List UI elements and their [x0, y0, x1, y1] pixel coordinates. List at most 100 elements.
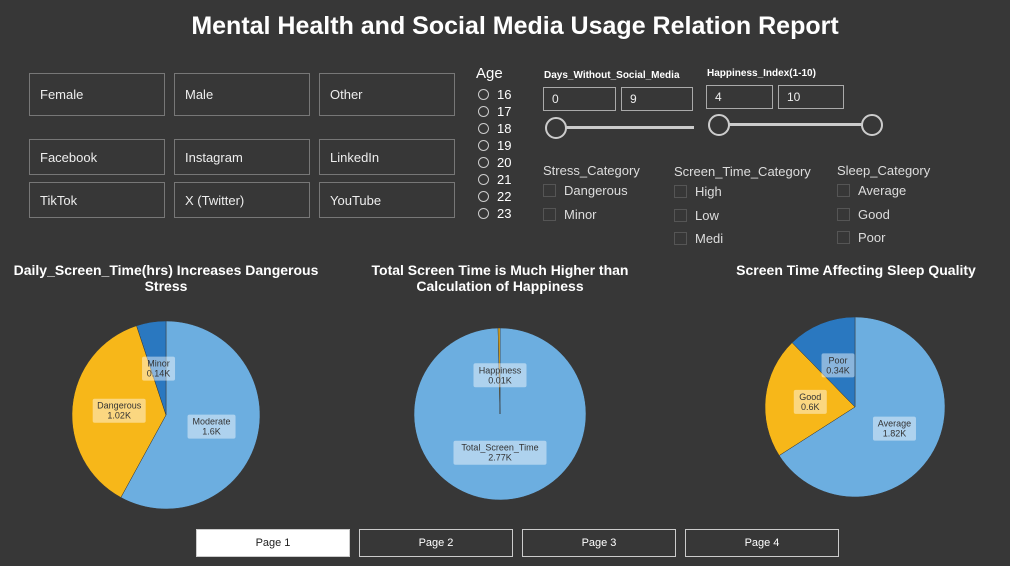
pie-slice-good[interactable]	[764, 342, 856, 456]
option-label: Average	[858, 183, 907, 198]
sleep-label: Sleep_Category	[837, 163, 931, 178]
data-label-bg	[793, 389, 827, 414]
data-label-bg	[821, 353, 855, 378]
age-option-17[interactable]: 17	[478, 104, 511, 119]
platform-instagram[interactable]: Instagram	[174, 139, 310, 175]
happiness-label: Happiness_Index(1-10)	[707, 68, 816, 79]
age-option-23[interactable]: 23	[478, 206, 511, 221]
platform-linkedin[interactable]: LinkedIn	[319, 139, 455, 175]
happiness-slider-max-handle[interactable]	[861, 114, 883, 136]
data-label-category: Minor	[147, 359, 170, 369]
chart-title-sleep: Screen Time Affecting Sleep Quality	[736, 262, 976, 278]
gender-male[interactable]: Male	[174, 73, 310, 116]
pie-slice-dangerous[interactable]	[71, 325, 167, 498]
page-title: Mental Health and Social Media Usage Rel…	[191, 12, 839, 40]
age-option-16[interactable]: 16	[478, 87, 511, 102]
happiness-slider-min-handle[interactable]	[708, 114, 730, 136]
data-label-value: 1.82K	[883, 429, 907, 439]
data-label-category: Poor	[829, 355, 848, 365]
age-value: 18	[497, 121, 512, 136]
radio-icon	[478, 106, 489, 117]
data-label-value: 1.6K	[202, 427, 221, 437]
data-label-bg	[187, 414, 236, 439]
data-label-value: 1.02K	[107, 411, 131, 421]
screen-high[interactable]: High	[674, 184, 722, 199]
option-label: Poor	[858, 230, 886, 245]
screen-label: Screen_Time_Category	[674, 164, 811, 179]
checkbox-icon	[674, 185, 687, 198]
happiness-slider-track[interactable]	[718, 123, 870, 126]
checkbox-icon	[543, 184, 556, 197]
happiness-min-input[interactable]: 4	[706, 85, 773, 109]
platform-tiktok[interactable]: TikTok	[29, 182, 165, 218]
page-2-button[interactable]: Page 2	[359, 529, 513, 557]
checkbox-icon	[837, 184, 850, 197]
days-min-input[interactable]: 0	[543, 87, 616, 111]
radio-icon	[478, 123, 489, 134]
data-label-bg	[92, 398, 146, 423]
platform-youtube[interactable]: YouTube	[319, 182, 455, 218]
page-1-button[interactable]: Page 1	[196, 529, 350, 557]
data-label-category: Good	[799, 392, 821, 402]
age-option-22[interactable]: 22	[478, 189, 511, 204]
gender-female[interactable]: Female	[29, 73, 165, 116]
platform-facebook[interactable]: Facebook	[29, 139, 165, 175]
pie-slice-poor[interactable]	[791, 316, 856, 408]
page-3-button[interactable]: Page 3	[522, 529, 676, 557]
data-label-bg	[453, 440, 547, 465]
radio-icon	[478, 157, 489, 168]
age-value: 21	[497, 172, 512, 187]
radio-icon	[478, 191, 489, 202]
data-label-bg	[142, 356, 176, 381]
sleep-good[interactable]: Good	[837, 207, 890, 222]
happiness-max-input[interactable]: 10	[778, 85, 844, 109]
option-label: Medi	[695, 231, 724, 246]
sleep-average[interactable]: Average	[837, 183, 906, 198]
age-value: 19	[497, 138, 512, 153]
age-label: Age	[476, 65, 503, 82]
data-label-value: 2.77K	[488, 453, 512, 463]
data-label-value: 0.01K	[488, 375, 512, 385]
sleep-poor[interactable]: Poor	[837, 230, 885, 245]
screen-low[interactable]: Low	[674, 208, 719, 223]
checkbox-icon	[837, 231, 850, 244]
radio-icon	[478, 89, 489, 100]
age-option-18[interactable]: 18	[478, 121, 511, 136]
checkbox-icon	[674, 209, 687, 222]
data-label-value: 0.14K	[147, 369, 171, 379]
days-slider-min-handle[interactable]	[545, 117, 567, 139]
radio-icon	[478, 174, 489, 185]
days-max-input[interactable]: 9	[621, 87, 693, 111]
data-label-category: Dangerous	[97, 401, 142, 411]
radio-icon	[478, 140, 489, 151]
platform-x[interactable]: X (Twitter)	[174, 182, 310, 218]
age-option-20[interactable]: 20	[478, 155, 511, 170]
stress-minor[interactable]: Minor	[543, 207, 597, 222]
checkbox-icon	[543, 208, 556, 221]
stress-dangerous[interactable]: Dangerous	[543, 183, 628, 198]
data-label-value: 0.34K	[826, 365, 850, 375]
pie-slice-happiness[interactable]	[497, 327, 501, 415]
age-value: 20	[497, 155, 512, 170]
screen-medium[interactable]: Medi	[674, 231, 723, 246]
chart-title-happiness: Total Screen Time is Much Higher than Ca…	[371, 262, 629, 294]
option-label: Low	[695, 208, 719, 223]
data-label-category: Moderate	[193, 417, 231, 427]
page-4-button[interactable]: Page 4	[685, 529, 839, 557]
option-label: Minor	[564, 207, 597, 222]
age-option-21[interactable]: 21	[478, 172, 511, 187]
pie-slice-average[interactable]	[778, 316, 946, 498]
option-label: Dangerous	[564, 183, 628, 198]
days-slider-track[interactable]	[556, 126, 694, 129]
chart-title-stress: Daily_Screen_Time(hrs) Increases Dangero…	[13, 262, 319, 294]
pie-slice-minor[interactable]	[136, 320, 167, 416]
gender-other[interactable]: Other	[319, 73, 455, 116]
data-label-bg	[473, 363, 527, 388]
data-label-bg	[872, 416, 916, 441]
days-label: Days_Without_Social_Media	[544, 70, 680, 81]
data-label-value: 0.6K	[801, 402, 820, 412]
pie-slice-moderate[interactable]	[120, 320, 261, 510]
option-label: Good	[858, 207, 890, 222]
age-option-19[interactable]: 19	[478, 138, 511, 153]
